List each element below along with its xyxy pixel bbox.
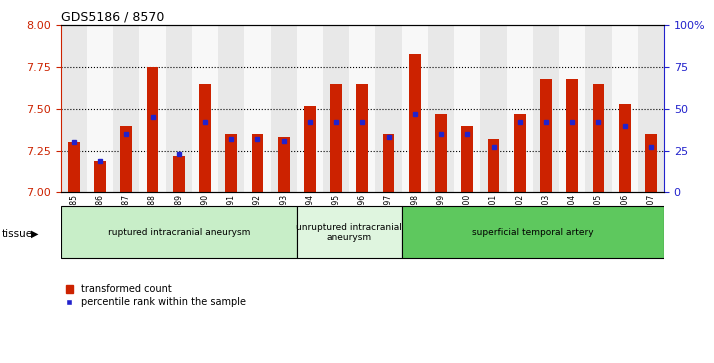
Bar bbox=[461, 126, 473, 192]
Bar bbox=[383, 134, 395, 192]
Bar bbox=[192, 25, 218, 192]
Bar bbox=[356, 84, 368, 192]
Bar bbox=[94, 161, 106, 192]
Bar bbox=[409, 54, 421, 192]
Bar bbox=[638, 25, 664, 192]
Bar bbox=[645, 134, 657, 192]
Bar bbox=[593, 84, 604, 192]
Bar bbox=[271, 25, 297, 192]
Bar bbox=[428, 25, 454, 192]
Bar bbox=[349, 25, 376, 192]
Text: tissue: tissue bbox=[1, 229, 33, 239]
Bar bbox=[481, 25, 507, 192]
Bar bbox=[244, 25, 271, 192]
Bar bbox=[61, 25, 87, 192]
Bar bbox=[533, 25, 559, 192]
Bar bbox=[559, 25, 585, 192]
Bar bbox=[585, 25, 612, 192]
Bar bbox=[540, 79, 552, 192]
Text: ▶: ▶ bbox=[31, 229, 39, 239]
Bar bbox=[323, 25, 349, 192]
Text: ruptured intracranial aneurysm: ruptured intracranial aneurysm bbox=[108, 228, 250, 237]
Bar bbox=[146, 67, 159, 192]
Bar bbox=[330, 84, 342, 192]
Bar bbox=[402, 25, 428, 192]
Bar bbox=[435, 114, 447, 192]
Legend: transformed count, percentile rank within the sample: transformed count, percentile rank withi… bbox=[66, 284, 246, 307]
Text: GDS5186 / 8570: GDS5186 / 8570 bbox=[61, 11, 164, 24]
Bar bbox=[619, 104, 630, 192]
Text: superficial temporal artery: superficial temporal artery bbox=[472, 228, 593, 237]
Bar bbox=[251, 134, 263, 192]
Bar bbox=[173, 156, 185, 192]
Bar bbox=[278, 137, 290, 192]
FancyBboxPatch shape bbox=[402, 206, 664, 258]
Bar bbox=[454, 25, 481, 192]
Bar bbox=[226, 134, 237, 192]
Text: unruptured intracranial
aneurysm: unruptured intracranial aneurysm bbox=[296, 223, 402, 242]
Bar bbox=[166, 25, 192, 192]
Bar bbox=[304, 106, 316, 192]
Bar bbox=[199, 84, 211, 192]
Bar bbox=[139, 25, 166, 192]
FancyBboxPatch shape bbox=[61, 206, 297, 258]
Bar bbox=[488, 139, 499, 192]
Bar bbox=[376, 25, 402, 192]
Bar bbox=[566, 79, 578, 192]
Bar bbox=[218, 25, 244, 192]
Bar bbox=[87, 25, 113, 192]
FancyBboxPatch shape bbox=[297, 206, 402, 258]
Bar bbox=[297, 25, 323, 192]
Bar bbox=[68, 142, 80, 192]
Bar bbox=[612, 25, 638, 192]
Bar bbox=[514, 114, 526, 192]
Bar bbox=[121, 126, 132, 192]
Bar bbox=[113, 25, 139, 192]
Bar bbox=[507, 25, 533, 192]
